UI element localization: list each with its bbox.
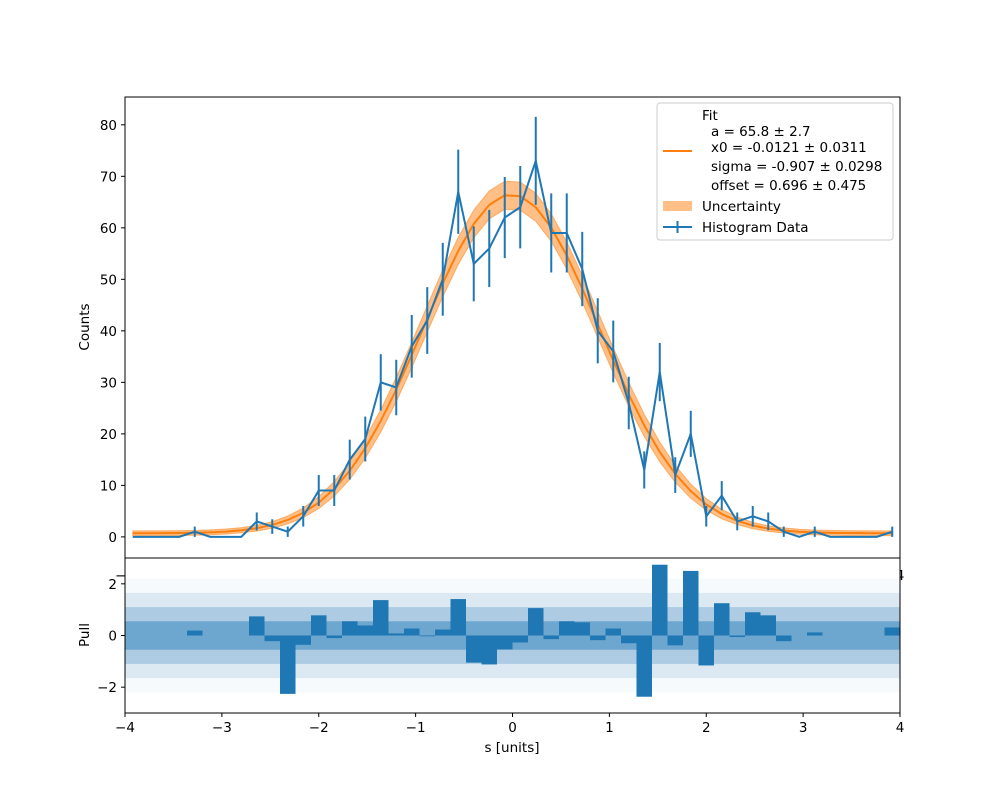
legend: Fit a = 65.8 ± 2.7 x0 = -0.0121 ± 0.0311… bbox=[657, 103, 893, 240]
pull-bar bbox=[265, 636, 281, 642]
pull-bar bbox=[373, 600, 389, 635]
main-y-tick-label: 30 bbox=[100, 375, 117, 391]
pull-bar bbox=[575, 622, 591, 635]
x-axis-label: s [units] bbox=[484, 740, 539, 756]
pull-bar bbox=[404, 629, 420, 636]
main-y-tick-label: 80 bbox=[100, 118, 117, 134]
pull-bar bbox=[544, 636, 560, 640]
pull-y-tick-label: −2 bbox=[97, 680, 117, 696]
legend-data-label: Histogram Data bbox=[702, 220, 809, 236]
pull-bar bbox=[466, 636, 482, 663]
pull-bar bbox=[714, 603, 730, 635]
pull-bar bbox=[513, 636, 529, 643]
pull-bar bbox=[389, 633, 405, 635]
pull-bar bbox=[761, 615, 777, 635]
pull-y-tick-label: 2 bbox=[108, 577, 117, 593]
pull-bar bbox=[637, 636, 653, 697]
pull-x-tick-label: 2 bbox=[702, 720, 711, 736]
pull-bar bbox=[342, 621, 358, 635]
pull-x-tick-label: −2 bbox=[309, 720, 329, 736]
pull-bar bbox=[528, 608, 544, 635]
pull-x-tick-label: 1 bbox=[605, 720, 614, 736]
legend-fit-param-a: a = 65.8 ± 2.7 bbox=[711, 124, 811, 140]
main-y-tick-label: 0 bbox=[108, 530, 117, 546]
pull-bar bbox=[311, 615, 327, 635]
pull-bar bbox=[327, 636, 343, 639]
legend-uncertainty-label: Uncertainty bbox=[702, 199, 781, 215]
pull-bar bbox=[187, 631, 203, 636]
main-y-tick-label: 50 bbox=[100, 272, 117, 288]
pull-bar bbox=[280, 636, 296, 694]
pull-x-tick-label: 0 bbox=[508, 720, 517, 736]
main-y-tick-label: 40 bbox=[100, 324, 117, 340]
pull-x-tick-label: −3 bbox=[212, 720, 232, 736]
pull-axes: −2 0 2 −4 −3 −2 −1 0 1 2 3 4 bbox=[97, 558, 904, 736]
pull-bar bbox=[420, 636, 436, 637]
pull-bar bbox=[652, 565, 668, 636]
pull-bar bbox=[683, 571, 699, 636]
pull-bar bbox=[730, 636, 746, 638]
pull-bar bbox=[885, 627, 901, 635]
main-y-tick-label: 70 bbox=[100, 169, 117, 185]
pull-x-tick-label: 4 bbox=[896, 720, 905, 736]
main-y-tick-label: 60 bbox=[100, 221, 117, 237]
pull-bar bbox=[249, 616, 265, 635]
y-axis-label-pull: Pull bbox=[77, 623, 93, 647]
pull-bar bbox=[776, 636, 792, 642]
pull-bar bbox=[451, 599, 467, 635]
pull-bar bbox=[807, 632, 823, 635]
legend-fit-param-sigma: sigma = -0.907 ± 0.0298 bbox=[711, 159, 882, 175]
pull-x-tick-label: 3 bbox=[799, 720, 808, 736]
pull-bar bbox=[699, 636, 715, 666]
pull-bar bbox=[590, 636, 606, 641]
legend-uncertainty-patch bbox=[663, 201, 692, 211]
pull-bar bbox=[435, 630, 451, 636]
pull-bar bbox=[482, 636, 498, 665]
main-y-tick-label: 10 bbox=[100, 478, 117, 494]
pull-bar bbox=[745, 612, 761, 635]
y-axis-label-counts: Counts bbox=[77, 303, 93, 350]
pull-x-tick-label: −1 bbox=[406, 720, 426, 736]
pull-bar bbox=[621, 636, 637, 644]
pull-y-tick-label: 0 bbox=[108, 629, 117, 645]
pull-bar bbox=[358, 625, 374, 635]
main-y-tick-label: 20 bbox=[100, 427, 117, 443]
legend-fit-param-offset: offset = 0.696 ± 0.475 bbox=[711, 178, 866, 194]
pull-bar bbox=[668, 636, 684, 646]
legend-fit-param-x0: x0 = -0.0121 ± 0.0311 bbox=[711, 140, 867, 156]
pull-bar bbox=[606, 629, 622, 636]
pull-bar bbox=[559, 621, 575, 635]
pull-bar bbox=[296, 636, 312, 645]
fit-line bbox=[133, 195, 893, 533]
pull-bar bbox=[497, 636, 513, 650]
legend-fit-title: Fit bbox=[702, 108, 718, 124]
pull-x-tick-label: −4 bbox=[115, 720, 135, 736]
